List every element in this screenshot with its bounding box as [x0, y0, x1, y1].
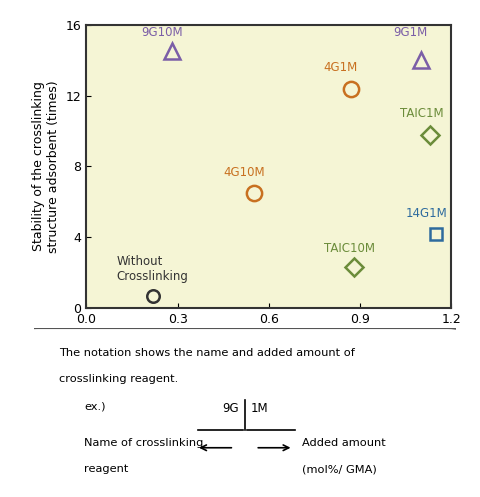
FancyBboxPatch shape	[21, 328, 465, 496]
Text: 4G10M: 4G10M	[223, 166, 265, 179]
Text: TAIC10M: TAIC10M	[324, 242, 374, 255]
Y-axis label: Stability of the crosslinking
structure adsorbent (times): Stability of the crosslinking structure …	[32, 80, 60, 253]
Text: (mol%/ GMA): (mol%/ GMA)	[302, 464, 377, 474]
Text: TAIC1M: TAIC1M	[399, 107, 443, 120]
Text: Without
Crosslinking: Without Crosslinking	[117, 255, 189, 283]
Text: 14G1M: 14G1M	[406, 207, 447, 220]
Text: Name of crosslinking: Name of crosslinking	[84, 438, 204, 448]
Text: 4G1M: 4G1M	[324, 62, 358, 75]
Text: reagent: reagent	[84, 464, 129, 474]
X-axis label: Amount of Cs adsorbed (μmol/g-adsorbent): Amount of Cs adsorbed (μmol/g-adsorbent)	[133, 331, 405, 344]
Text: 9G: 9G	[222, 402, 239, 415]
Text: ex.): ex.)	[84, 402, 106, 412]
Text: Added amount: Added amount	[302, 438, 385, 448]
Text: 1M: 1M	[251, 402, 269, 415]
Text: The notation shows the name and added amount of: The notation shows the name and added am…	[59, 348, 355, 358]
Text: 9G1M: 9G1M	[394, 26, 428, 39]
Text: 9G10M: 9G10M	[141, 26, 183, 39]
Text: crosslinking reagent.: crosslinking reagent.	[59, 374, 178, 384]
